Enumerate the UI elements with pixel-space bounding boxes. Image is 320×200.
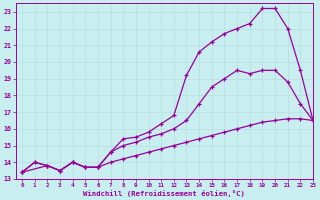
X-axis label: Windchill (Refroidissement éolien,°C): Windchill (Refroidissement éolien,°C) bbox=[84, 190, 245, 197]
